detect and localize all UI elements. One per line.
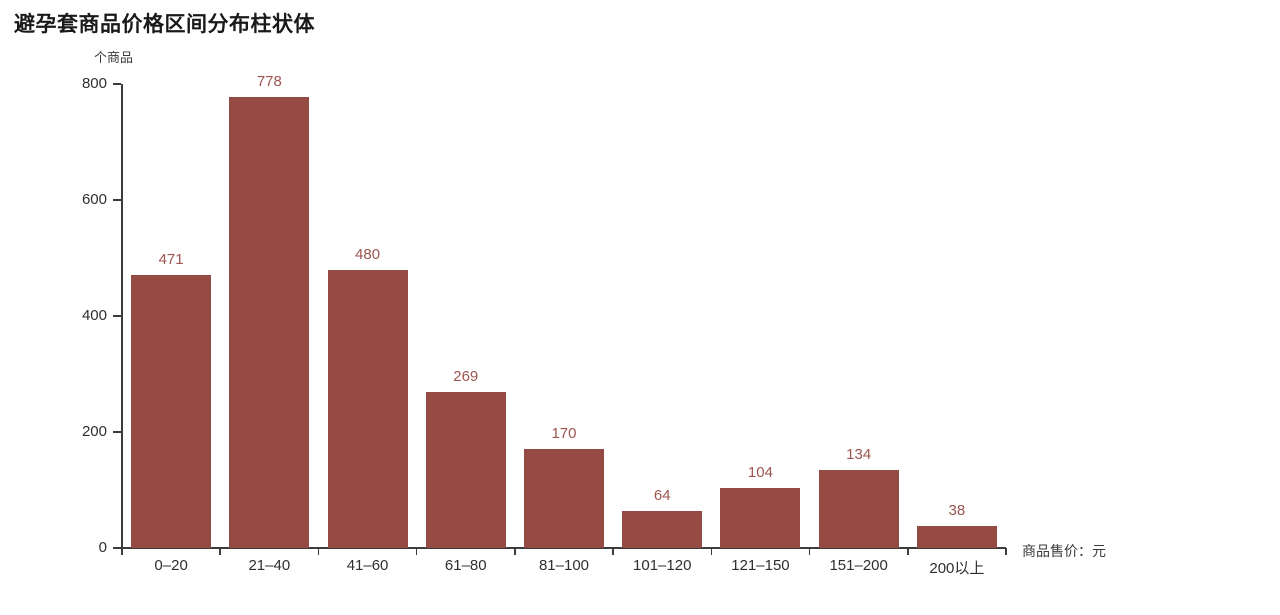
plot-area: 0 200 400 600 800 471 0–20 778 21–40 480 41–60 269 6…: [82, 73, 1007, 577]
y-axis-tick-label: 0: [98, 539, 107, 556]
y-axis-tick: [113, 199, 121, 201]
x-axis-unit-label: 商品售价：元: [1022, 543, 1106, 559]
y-axis-tick: [113, 547, 121, 549]
bar: [524, 449, 604, 548]
bar-value-label: 38: [948, 501, 966, 519]
bar-value-label: 104: [747, 463, 773, 481]
x-axis-category-label: 101–120: [633, 557, 692, 574]
y-axis-line: [121, 84, 123, 548]
bar-value-label: 480: [355, 245, 381, 263]
y-axis-tick-label: 200: [81, 423, 107, 440]
y-axis-tick-label: 600: [81, 191, 107, 208]
chart-title: 避孕套商品价格区间分布柱状体: [14, 13, 315, 36]
bar: [425, 391, 506, 548]
x-axis-category-label: 121–150: [731, 557, 790, 574]
x-axis-tick: [1005, 548, 1007, 555]
bar: [229, 96, 310, 548]
x-axis-category-label: 0–20: [154, 557, 188, 574]
bar: [916, 525, 997, 548]
x-axis-tick: [121, 548, 123, 555]
y-axis-tick-label: 800: [81, 75, 107, 92]
x-axis-category-label: 81–100: [538, 557, 590, 574]
bar-value-label: 269: [453, 367, 479, 385]
y-axis-unit-label: 个商品: [94, 50, 134, 65]
y-axis-tick: [113, 83, 121, 85]
bar-value-label: 471: [158, 250, 184, 268]
x-axis-category-label: 61–80: [444, 557, 487, 574]
y-axis-tick-label: 400: [81, 307, 107, 324]
bar-value-label: 170: [551, 425, 577, 443]
x-axis-tick: [317, 548, 320, 555]
x-axis-category-label: 200以上: [929, 560, 985, 577]
bar: [818, 470, 899, 548]
x-axis-tick: [219, 548, 221, 555]
x-axis-category-label: 21–40: [248, 557, 291, 574]
y-axis-tick: [113, 315, 121, 317]
x-axis-tick: [514, 548, 516, 555]
x-axis-tick: [907, 548, 909, 555]
bar-value-label: 778: [256, 72, 282, 90]
x-axis-category-label: 41–60: [346, 557, 389, 574]
x-axis-tick: [710, 548, 713, 555]
x-axis-tick: [415, 548, 418, 555]
bar: [720, 487, 801, 548]
bar: [131, 274, 212, 548]
x-axis-tick: [612, 548, 614, 555]
y-axis-tick: [113, 431, 121, 433]
x-axis-tick: [808, 548, 811, 555]
x-axis-category-label: 151–200: [829, 557, 888, 574]
bar: [327, 269, 408, 548]
bar-value-label: 64: [653, 486, 671, 504]
bar-value-label: 134: [846, 446, 872, 464]
bar: [622, 510, 703, 548]
